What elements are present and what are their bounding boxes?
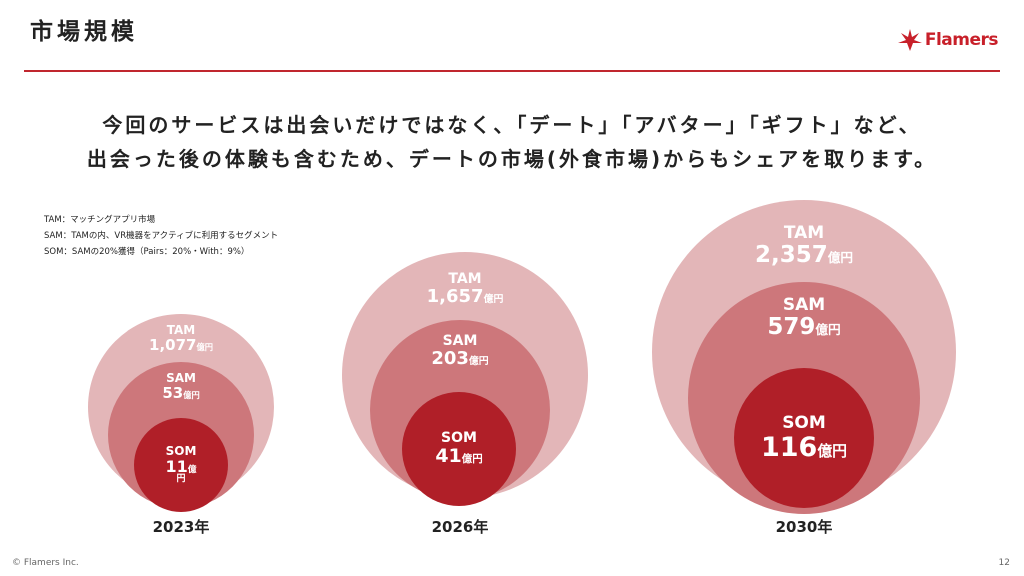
tam-value-2026: 1,657億円 bbox=[426, 286, 504, 308]
tam-label-2030: TAM bbox=[783, 223, 825, 243]
headline-line-1: 今回のサービスは出会いだけではなく、「デート」「アバター」「ギフト」など、 bbox=[102, 113, 922, 137]
som-label-2026: SOM bbox=[441, 429, 477, 446]
legend-item-som: SOM：SAMの20%獲得（Pairs：20%・With：9%） bbox=[44, 247, 250, 257]
year-label-2030: 2030年 bbox=[775, 518, 833, 536]
brand-logo: Flamers bbox=[897, 26, 999, 54]
som-value-2030: 116億円 bbox=[760, 431, 848, 463]
som-unit-2023: 円 bbox=[176, 474, 186, 485]
som-circle-2023: SOM 11億 円 bbox=[134, 418, 228, 512]
som-value-2026: 41億円 bbox=[435, 445, 483, 468]
sam-label-2023: SAM bbox=[166, 371, 196, 385]
sam-label-2026: SAM bbox=[442, 333, 478, 349]
tam-value-2030: 2,357億円 bbox=[754, 241, 854, 268]
legend-item-sam: SAM：TAMの内、VR機器をアクティブに利用するセグメント bbox=[44, 231, 279, 241]
tam-label-2026: TAM bbox=[448, 271, 482, 287]
headline: 今回のサービスは出会いだけではなく、「デート」「アバター」「ギフト」など、 出会… bbox=[40, 108, 984, 176]
flame-icon bbox=[897, 29, 922, 51]
legend: TAM：マッチングアプリ市場 SAM：TAMの内、VR機器をアクティブに利用する… bbox=[44, 212, 278, 260]
year-label-2026: 2026年 bbox=[431, 518, 489, 536]
som-label-2023: SOM bbox=[165, 443, 197, 458]
som-label-2030: SOM bbox=[782, 412, 826, 433]
logo-text: Flamers bbox=[924, 30, 999, 50]
page-title: 市場規模 bbox=[30, 19, 138, 45]
tam-label-2023: TAM bbox=[166, 323, 196, 337]
headline-line-2: 出会った後の体験も含むため、デートの市場(外食市場)からもシェアを取ります。 bbox=[86, 147, 938, 171]
som-value-2023: 11億 bbox=[165, 456, 197, 476]
copyright: © Flamers Inc. bbox=[12, 558, 79, 568]
page-number: 12 bbox=[998, 558, 1010, 568]
sam-label-2030: SAM bbox=[782, 295, 826, 315]
sam-value-2026: 203億円 bbox=[431, 348, 489, 370]
tam-value-2023: 1,077億円 bbox=[149, 336, 213, 355]
title-divider bbox=[24, 70, 1000, 72]
som-circle-2026: SOM 41億円 bbox=[402, 392, 516, 506]
sam-value-2030: 579億円 bbox=[767, 313, 841, 340]
year-label-2023: 2023年 bbox=[152, 518, 210, 536]
legend-item-tam: TAM：マッチングアプリ市場 bbox=[44, 215, 156, 225]
sam-value-2023: 53億円 bbox=[162, 384, 200, 403]
som-circle-2030: SOM 116億円 bbox=[734, 368, 874, 508]
